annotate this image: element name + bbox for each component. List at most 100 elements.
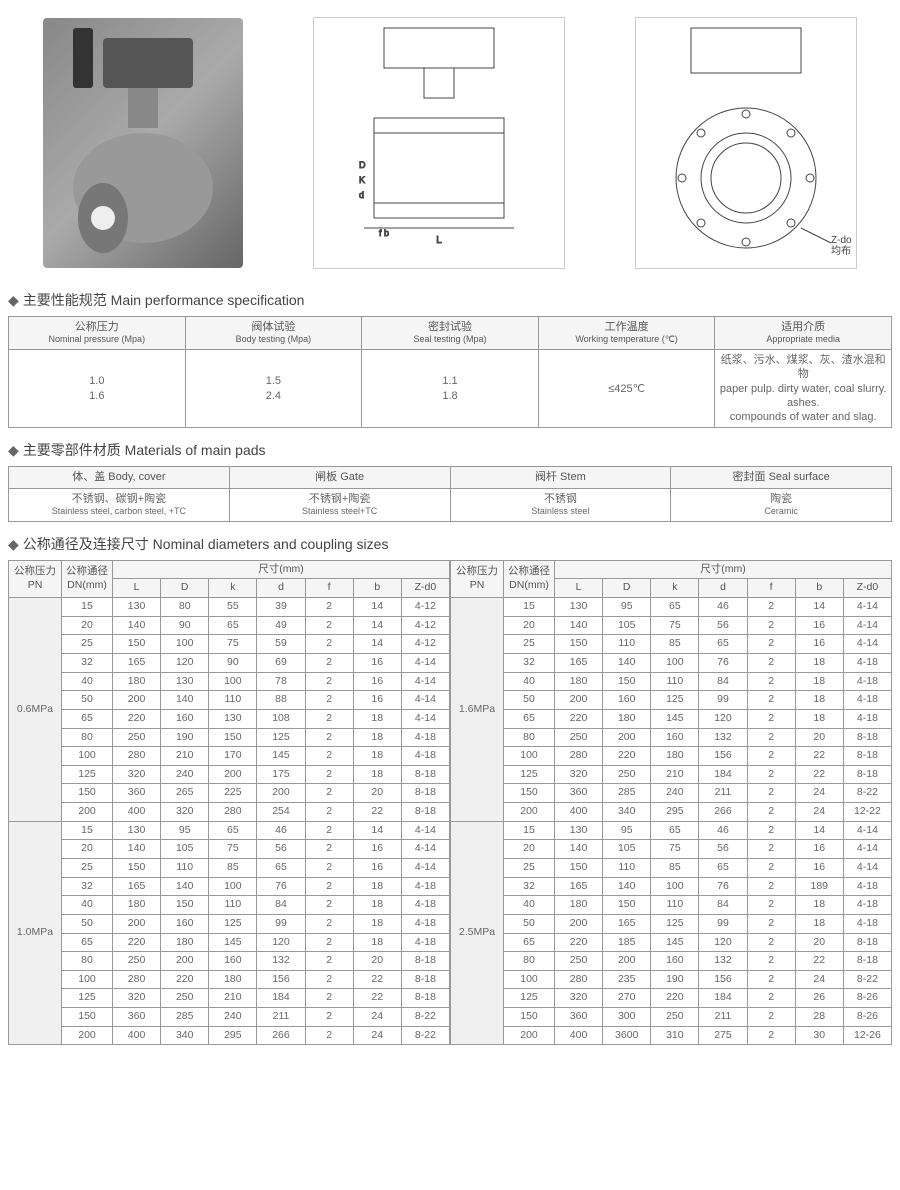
- dim-cell: 2: [305, 970, 353, 989]
- dim-cell: 20: [504, 840, 555, 859]
- mat-header-cell: 阀杆 Stem: [450, 467, 671, 488]
- dim-cell: 30: [795, 1026, 843, 1045]
- table-row: 50200165125992184-18: [451, 914, 892, 933]
- dim-cell: 156: [257, 970, 305, 989]
- table-row: 40180150110842184-18: [451, 896, 892, 915]
- dim-cell: 24: [353, 1008, 401, 1027]
- spec-header-cell: 公称压力Nominal pressure (Mpa): [9, 317, 186, 350]
- dim-cell: 400: [113, 803, 161, 822]
- dim-cell: 46: [699, 598, 747, 617]
- table-row: 32165140100762184-18: [451, 653, 892, 672]
- dim-cell: 254: [257, 803, 305, 822]
- dim-col: d: [699, 579, 747, 598]
- dim-cell: 360: [113, 1008, 161, 1027]
- dim-cell: 4-12: [401, 598, 449, 617]
- dim-cell: 2: [305, 765, 353, 784]
- dim-cell: 26: [795, 989, 843, 1008]
- mat-header-cell: 密封面 Seal surface: [671, 467, 892, 488]
- dim-cell: 2: [305, 747, 353, 766]
- dim-cell: 2: [305, 653, 353, 672]
- dim-cell: 22: [795, 952, 843, 971]
- dim-cell: 4-14: [843, 635, 891, 654]
- dim-cell: 2: [305, 896, 353, 915]
- table-row: 1253202402001752188-18: [9, 765, 450, 784]
- dim-cell: 250: [113, 952, 161, 971]
- table-row: 652201601301082184-14: [9, 709, 450, 728]
- table-row: 652201801451202184-18: [451, 709, 892, 728]
- table-row: 802502001601322208-18: [451, 728, 892, 747]
- svg-text:K: K: [359, 175, 365, 185]
- dim-cell: 200: [257, 784, 305, 803]
- dim-cell: 2: [747, 970, 795, 989]
- dim-cell: 18: [353, 765, 401, 784]
- pn-cell: 0.6MPa: [9, 598, 62, 822]
- dim-cell: 4-14: [401, 709, 449, 728]
- spec-cell: 1.01.6: [9, 349, 186, 427]
- dim-cell: 2: [747, 803, 795, 822]
- dim-cell: 150: [603, 896, 651, 915]
- dim-cell: 50: [62, 914, 113, 933]
- dim-cell: 108: [257, 709, 305, 728]
- dim-cell: 15: [504, 598, 555, 617]
- dim-cell: 210: [161, 747, 209, 766]
- dim-cell: 80: [62, 728, 113, 747]
- table-row: 1.0MPa151309565462144-14: [9, 821, 450, 840]
- dim-cell: 75: [209, 635, 257, 654]
- spec-header-cell: 适用介质Appropriate media: [715, 317, 892, 350]
- table-row: 20040034029526622412-22: [451, 803, 892, 822]
- dim-cell: 100: [209, 877, 257, 896]
- dim-cell: 76: [699, 653, 747, 672]
- dim-col: Z-d0: [843, 579, 891, 598]
- table-row: 40180130100782164-14: [9, 672, 450, 691]
- dim-cell: 40: [62, 672, 113, 691]
- dim-cell: 99: [699, 691, 747, 710]
- dim-cell: 4-12: [401, 635, 449, 654]
- dim-cell: 25: [504, 635, 555, 654]
- dim-cell: 14: [353, 616, 401, 635]
- dim-cell: 90: [209, 653, 257, 672]
- dim-cell: 180: [555, 896, 603, 915]
- dim-cell: 180: [209, 970, 257, 989]
- table-row: 40180150110842184-18: [9, 896, 450, 915]
- table-row: 1253202502101842228-18: [451, 765, 892, 784]
- dim-cell: 25: [504, 859, 555, 878]
- dim-cell: 40: [504, 896, 555, 915]
- dim-cell: 24: [795, 970, 843, 989]
- dim-cell: 3600: [603, 1026, 651, 1045]
- dim-cell: 200: [113, 691, 161, 710]
- dim-cell: 2: [305, 914, 353, 933]
- dim-cell: 340: [603, 803, 651, 822]
- dim-cell: 40: [62, 896, 113, 915]
- dim-cell: 120: [699, 709, 747, 728]
- table-row: 200400360031027523012-26: [451, 1026, 892, 1045]
- dim-cell: 56: [699, 840, 747, 859]
- dim-cell: 2: [747, 691, 795, 710]
- dim-cell: 65: [504, 709, 555, 728]
- dim-col: D: [603, 579, 651, 598]
- dim-cell: 22: [353, 989, 401, 1008]
- dim-cell: 275: [699, 1026, 747, 1045]
- table-row: 32165140100762184-18: [9, 877, 450, 896]
- dim-cell: 150: [504, 784, 555, 803]
- table-row: 1.6MPa151309565462144-14: [451, 598, 892, 617]
- dim-cell: 80: [504, 728, 555, 747]
- dim-cell: 2: [305, 859, 353, 878]
- dim-cell: 95: [603, 598, 651, 617]
- table-row: 652201801451202184-18: [9, 933, 450, 952]
- dim-cell: 180: [651, 747, 699, 766]
- dim-cell: 18: [353, 709, 401, 728]
- dim-cell: 150: [161, 896, 209, 915]
- dim-cell: 185: [603, 933, 651, 952]
- dim-cell: 220: [603, 747, 651, 766]
- dim-cell: 8-22: [401, 1008, 449, 1027]
- dim-cell: 250: [651, 1008, 699, 1027]
- dim-cell: 2: [747, 896, 795, 915]
- side-drawing: LDKdf b: [313, 17, 565, 269]
- dim-cell: 170: [209, 747, 257, 766]
- table-row: 2014010575562164-14: [9, 840, 450, 859]
- svg-text:d: d: [359, 190, 364, 200]
- dim-cell: 150: [555, 859, 603, 878]
- table-row: 2004003402952662248-22: [9, 1026, 450, 1045]
- dim-cell: 4-14: [401, 691, 449, 710]
- dim-cell: 110: [651, 896, 699, 915]
